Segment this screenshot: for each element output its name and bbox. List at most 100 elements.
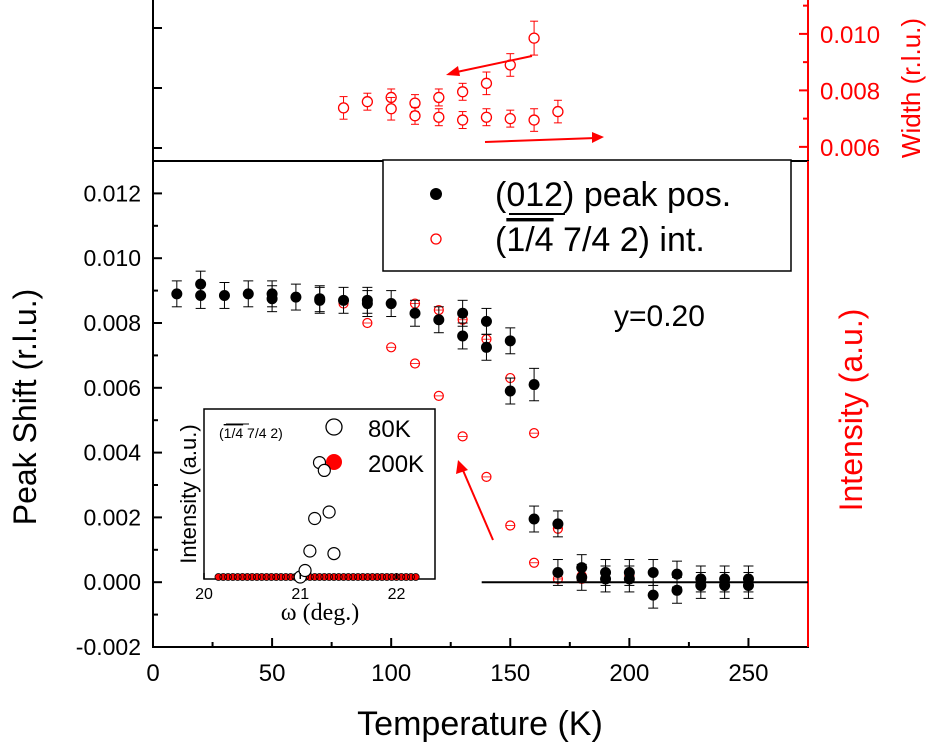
- inset-80K-baseline-point: [267, 573, 276, 581]
- x-tick-label: 0: [146, 660, 159, 687]
- increasing-arrow: [484, 137, 597, 143]
- peak-shift-point: [504, 385, 516, 397]
- x-tick-label: 200: [609, 660, 649, 687]
- peak-shift-point: [552, 518, 564, 530]
- width-point: [480, 111, 493, 123]
- width-point: [337, 102, 350, 114]
- x-tick-label: 50: [259, 660, 286, 687]
- inset-80K-baseline-point: [219, 573, 228, 581]
- peak-shift-point: [338, 294, 350, 306]
- inset-80K-point: [317, 463, 331, 477]
- inset-80K-baseline-point: [344, 573, 353, 581]
- decreasing-arrow: [451, 55, 533, 74]
- y-tick-label: 0.006: [83, 375, 141, 401]
- width-point: [409, 97, 421, 109]
- peak-shift-point: [361, 298, 373, 310]
- inset-80K-point: [308, 511, 322, 526]
- inset-legend-marker-80K: [325, 418, 343, 436]
- xlabel: Temperature (K): [357, 705, 603, 743]
- inset-80K-baseline-point: [272, 573, 281, 581]
- inset-legend-80K: 80K: [368, 416, 411, 443]
- inset-80K-baseline-point: [358, 573, 367, 581]
- top-right-tick-label: 0.008: [820, 78, 880, 105]
- width-point: [528, 114, 540, 126]
- peak-shift-point: [647, 566, 659, 578]
- peak-shift-point: [647, 589, 659, 601]
- inset-pointer-arrow: [461, 467, 494, 541]
- peak-shift-point: [171, 288, 183, 300]
- inset-80K-baseline-point: [378, 573, 386, 581]
- inset-80K-baseline-point: [248, 573, 257, 581]
- peak-shift-point: [552, 566, 564, 578]
- inset-80K-baseline-point: [373, 573, 382, 581]
- width-point: [385, 103, 397, 115]
- width-point: [361, 96, 374, 108]
- legend-overline-fraction: 1/4: [506, 221, 553, 259]
- main-ticks: 0 50 100 150 200 250 -0.002 0.000 0.002 0.004 0.00…: [76, 180, 769, 687]
- top-left-ticks: [153, 27, 162, 149]
- legend-label-peak-pos: (012) peak pos.: [495, 176, 731, 214]
- inset-legend-marker-200K: [326, 454, 342, 470]
- y-tick-label: 0.000: [83, 569, 141, 595]
- inset-x-tick-label: 22: [388, 586, 406, 603]
- peak-shift-point: [409, 307, 421, 319]
- peak-shift-point: [480, 315, 492, 327]
- inset-80K-baseline-point: [243, 573, 252, 581]
- inset-80K-baseline-point: [238, 573, 247, 581]
- inset-80K-baseline-point: [253, 573, 261, 581]
- inset-80K-baseline-point: [325, 573, 334, 581]
- y-tick-label: -0.002: [76, 634, 141, 660]
- legend: (012) peak pos. (1/4 7/4 2) int.: [382, 159, 792, 272]
- peak-shift-point: [385, 298, 397, 310]
- top-ylabel: Width (r.l.u.): [896, 18, 926, 158]
- peak-shift-point: [290, 291, 302, 303]
- inset-80K-baseline-point: [334, 573, 343, 581]
- inset-80K-baseline-point: [320, 573, 329, 581]
- peak-shift-point: [480, 341, 492, 353]
- width-point: [528, 32, 540, 44]
- inset-80K-baseline-point: [315, 573, 324, 581]
- inset-80K-baseline-point: [214, 573, 223, 581]
- main-ylabel: Peak Shift (r.l.u.): [7, 289, 43, 526]
- width-point: [433, 91, 445, 104]
- inset-80K-baseline-point: [281, 573, 290, 581]
- width-point: [409, 110, 421, 122]
- width-points: [337, 20, 564, 132]
- peak-shift-point: [266, 293, 278, 305]
- peak-shift-point: [528, 513, 540, 525]
- inset-80K-baseline-point: [411, 573, 420, 581]
- width-point: [456, 86, 469, 98]
- main-panel: 0 50 100 150 200 250 -0.002 0.000 0.002 0.004 0.00…: [76, 159, 809, 687]
- y-tick-label: 0.010: [83, 245, 141, 271]
- x-tick-label: 150: [490, 660, 530, 687]
- inset-80K-baseline-point: [224, 573, 232, 581]
- peak-shift-point: [218, 289, 230, 301]
- inset-scan: (1/4 7/4 2) 80K 200K 20 21 22 ω (deg.) Int…: [176, 408, 436, 626]
- peak-shift-point: [457, 307, 469, 319]
- inset-80K-baseline-point: [397, 573, 406, 581]
- peak-shift-point: [528, 379, 540, 391]
- inset-80K-baseline-point: [387, 573, 396, 581]
- inset-80K-baseline-point: [330, 573, 338, 581]
- x-tick-label: 100: [371, 660, 411, 687]
- inset-80K-baseline-point: [257, 573, 266, 581]
- inset-80K-baseline-point: [363, 573, 372, 581]
- inset-pointer-arrow-head: [456, 460, 468, 474]
- inset-80K-baseline-point: [368, 573, 377, 581]
- decreasing-arrow-head: [446, 66, 460, 76]
- inset-80K-baseline-point: [354, 573, 362, 581]
- inset-80K-baseline-point: [339, 573, 348, 581]
- y-tick-label: 0.008: [83, 310, 141, 336]
- legend-marker-filled: [430, 188, 442, 200]
- inset-80K-baseline-point: [262, 573, 271, 581]
- legend-box: [382, 159, 792, 272]
- width-point: [456, 114, 469, 126]
- inset-legend-200K: 200K: [368, 451, 424, 478]
- inset-80K-baseline-point: [233, 573, 242, 581]
- width-panel: 0.006 0.008 0.010: [152, 0, 880, 162]
- peak-shift-point: [314, 294, 326, 306]
- top-right-tick-label: 0.006: [820, 135, 880, 162]
- peak-shift-point: [242, 288, 254, 300]
- width-point: [480, 77, 493, 89]
